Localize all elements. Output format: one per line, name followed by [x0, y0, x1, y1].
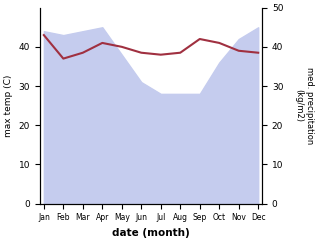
- Y-axis label: med. precipitation
(kg/m2): med. precipitation (kg/m2): [294, 67, 314, 144]
- X-axis label: date (month): date (month): [112, 228, 190, 238]
- Y-axis label: max temp (C): max temp (C): [4, 75, 13, 137]
